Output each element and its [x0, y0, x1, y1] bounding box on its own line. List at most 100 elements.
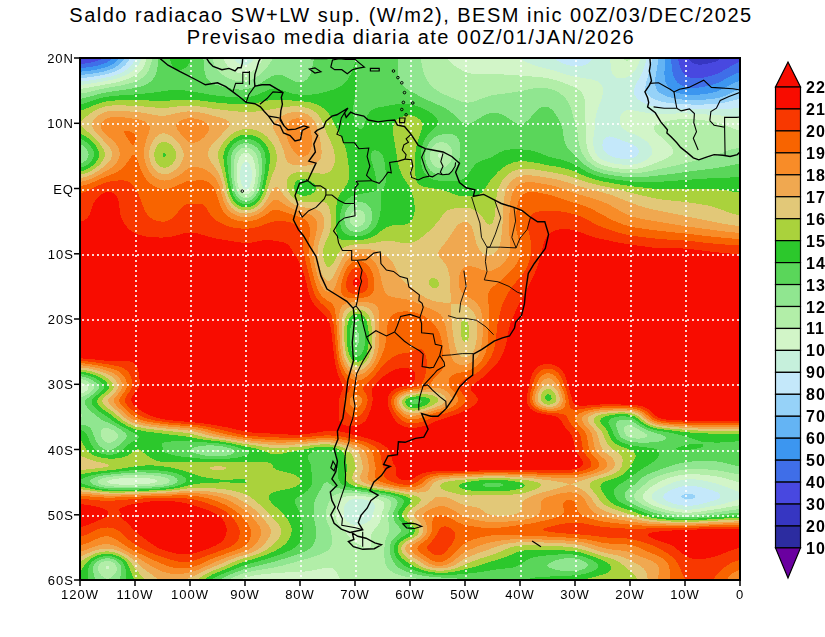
colorbar-tick-label: 20: [806, 518, 825, 536]
south-georgia-coastline: [532, 541, 541, 547]
country-border: [337, 337, 371, 530]
lat-tick-label: 40S: [28, 443, 74, 458]
colorbar-tick-label: 170: [806, 189, 825, 207]
colorbar-segment: [776, 131, 801, 153]
lat-tick-label: 60S: [28, 573, 74, 588]
island-dot: [397, 76, 400, 79]
country-border: [395, 314, 420, 332]
country-border: [654, 107, 677, 108]
country-border: [710, 91, 743, 120]
colorbar-tick-label: 90: [806, 364, 825, 382]
lon-tick-label: 10W: [661, 587, 709, 602]
state-border: [448, 316, 494, 335]
country-border: [443, 162, 456, 174]
island-dot: [241, 190, 244, 193]
colorbar-tick-label: 80: [806, 386, 825, 404]
colorbar-segment: [776, 87, 801, 109]
country-border: [356, 260, 362, 306]
island-dot: [401, 108, 404, 111]
colorbar-tick-label: 140: [806, 255, 825, 273]
country-border: [246, 86, 255, 102]
colorbar-segment: [776, 197, 801, 219]
lon-tick-label: 30W: [551, 587, 599, 602]
colorbar-tick-label: 60: [806, 430, 825, 448]
state-border: [472, 197, 487, 247]
country-border: [423, 385, 446, 409]
country-border: [422, 149, 430, 176]
colorbar-arrow-down: [776, 548, 801, 578]
country-border: [440, 153, 443, 175]
country-border: [677, 108, 698, 150]
colorbar-segment: [776, 416, 801, 438]
colorbar-arrow-up: [776, 62, 801, 87]
colorbar-tick-label: 200: [806, 123, 825, 141]
colorbar-tick-label: 10: [806, 540, 825, 558]
country-border: [353, 306, 356, 308]
lat-tick-label: 10S: [28, 247, 74, 262]
state-border: [487, 247, 516, 248]
colorbar-segment: [776, 350, 801, 372]
colorbar-segment: [776, 526, 801, 548]
state-border: [460, 271, 467, 313]
country-border: [429, 174, 442, 177]
country-border: [420, 318, 442, 356]
country-border: [372, 159, 405, 183]
colorbar-tick-label: 70: [806, 408, 825, 426]
lon-tick-label: 80W: [276, 587, 324, 602]
puerto-rico-coastline: [370, 68, 379, 71]
chiloe-coastline: [331, 461, 336, 471]
lon-tick-label: 40W: [496, 587, 544, 602]
colorbar-segment: [776, 153, 801, 175]
state-border: [487, 200, 501, 247]
lon-tick-label: 90W: [221, 587, 269, 602]
colorbar-segment: [776, 328, 801, 350]
africa-coastline: [645, 57, 743, 160]
colorbar-tick-label: 40: [806, 474, 825, 492]
colorbar-segment: [776, 504, 801, 526]
tierra-del-fuego-coastline: [348, 533, 381, 549]
colorbar-segment: [776, 175, 801, 197]
colorbar-segment: [776, 307, 801, 329]
radiation-forecast-figure: Saldo radiacao SW+LW sup. (W/m2), BESM i…: [0, 0, 825, 637]
colorbar-segment: [776, 394, 801, 416]
trinidad-coastline: [400, 118, 406, 123]
country-border: [355, 181, 373, 204]
island-dot: [401, 82, 404, 85]
country-border: [423, 356, 444, 386]
country-border: [334, 204, 358, 261]
colorbar-segment: [776, 438, 801, 460]
state-border: [516, 217, 530, 248]
island-dot: [403, 91, 406, 94]
colorbar-segment: [776, 219, 801, 241]
lat-tick-label: 20S: [28, 312, 74, 327]
country-border: [419, 386, 423, 411]
lat-tick-label: 10N: [28, 116, 74, 131]
gulf-of-mexico-coastline: [206, 57, 243, 71]
map-overlay: [0, 0, 825, 637]
colorbar-segment: [776, 460, 801, 482]
lon-tick-label: 60W: [386, 587, 434, 602]
lon-tick-label: 20W: [606, 587, 654, 602]
lon-tick-label: 120W: [56, 587, 104, 602]
island-dot: [402, 101, 405, 104]
colorbar-tick-label: 190: [806, 145, 825, 163]
jamaica-coastline: [309, 68, 321, 73]
lon-tick-label: 50W: [441, 587, 489, 602]
colorbar-tick-label: 110: [806, 320, 825, 338]
colorbar-segment: [776, 482, 801, 504]
country-border: [357, 252, 423, 318]
lon-tick-label: 110W: [111, 587, 159, 602]
country-border: [260, 92, 283, 104]
colorbar-tick-label: 220: [806, 79, 825, 97]
island-dot: [405, 114, 408, 117]
colorbar-tick-label: 30: [806, 496, 825, 514]
lat-tick-label: EQ: [28, 182, 74, 197]
colorbar-segment: [776, 285, 801, 307]
country-border: [306, 179, 326, 195]
lat-tick-label: 20N: [28, 51, 74, 66]
plot-frame: [80, 58, 740, 580]
colorbar-tick-label: 210: [806, 101, 825, 119]
country-border: [299, 195, 326, 217]
country-border: [356, 306, 366, 337]
country-border: [650, 80, 743, 92]
